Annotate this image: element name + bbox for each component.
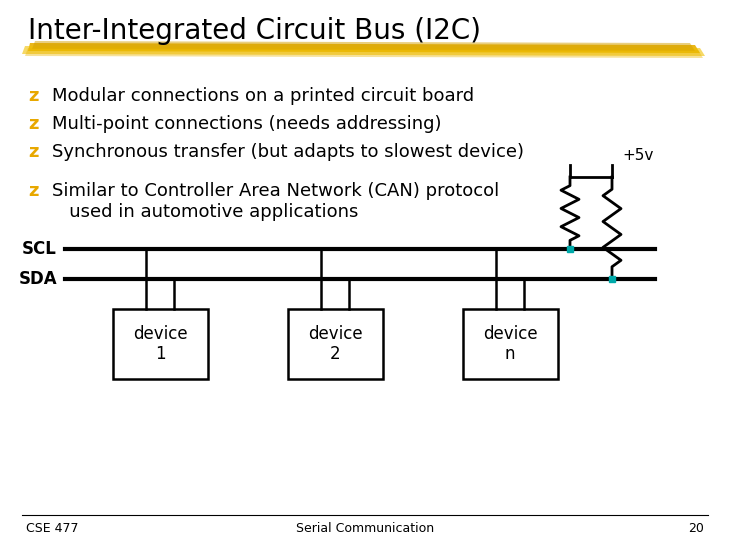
- Text: 20: 20: [688, 522, 704, 535]
- Polygon shape: [28, 43, 700, 53]
- Text: z: z: [28, 115, 39, 133]
- Text: SCL: SCL: [22, 240, 57, 258]
- Text: SDA: SDA: [18, 270, 57, 288]
- Polygon shape: [25, 48, 703, 58]
- Text: device
1: device 1: [133, 324, 188, 363]
- Text: z: z: [28, 143, 39, 161]
- Text: Similar to Controller Area Network (CAN) protocol
   used in automotive applicat: Similar to Controller Area Network (CAN)…: [52, 182, 499, 221]
- Text: z: z: [28, 87, 39, 105]
- Text: Synchronous transfer (but adapts to slowest device): Synchronous transfer (but adapts to slow…: [52, 143, 524, 161]
- Text: Modular connections on a printed circuit board: Modular connections on a printed circuit…: [52, 87, 474, 105]
- Text: Inter-Integrated Circuit Bus (I2C): Inter-Integrated Circuit Bus (I2C): [28, 17, 481, 45]
- Text: +5v: +5v: [622, 148, 653, 163]
- Bar: [463, 309, 558, 379]
- Polygon shape: [32, 41, 695, 51]
- Bar: [112, 309, 207, 379]
- Text: CSE 477: CSE 477: [26, 522, 79, 535]
- Text: z: z: [28, 182, 39, 200]
- Polygon shape: [22, 46, 705, 56]
- Text: Serial Communication: Serial Communication: [296, 522, 434, 535]
- Bar: [288, 309, 383, 379]
- Text: device
2: device 2: [307, 324, 362, 363]
- Text: Multi-point connections (needs addressing): Multi-point connections (needs addressin…: [52, 115, 442, 133]
- Text: device
n: device n: [483, 324, 537, 363]
